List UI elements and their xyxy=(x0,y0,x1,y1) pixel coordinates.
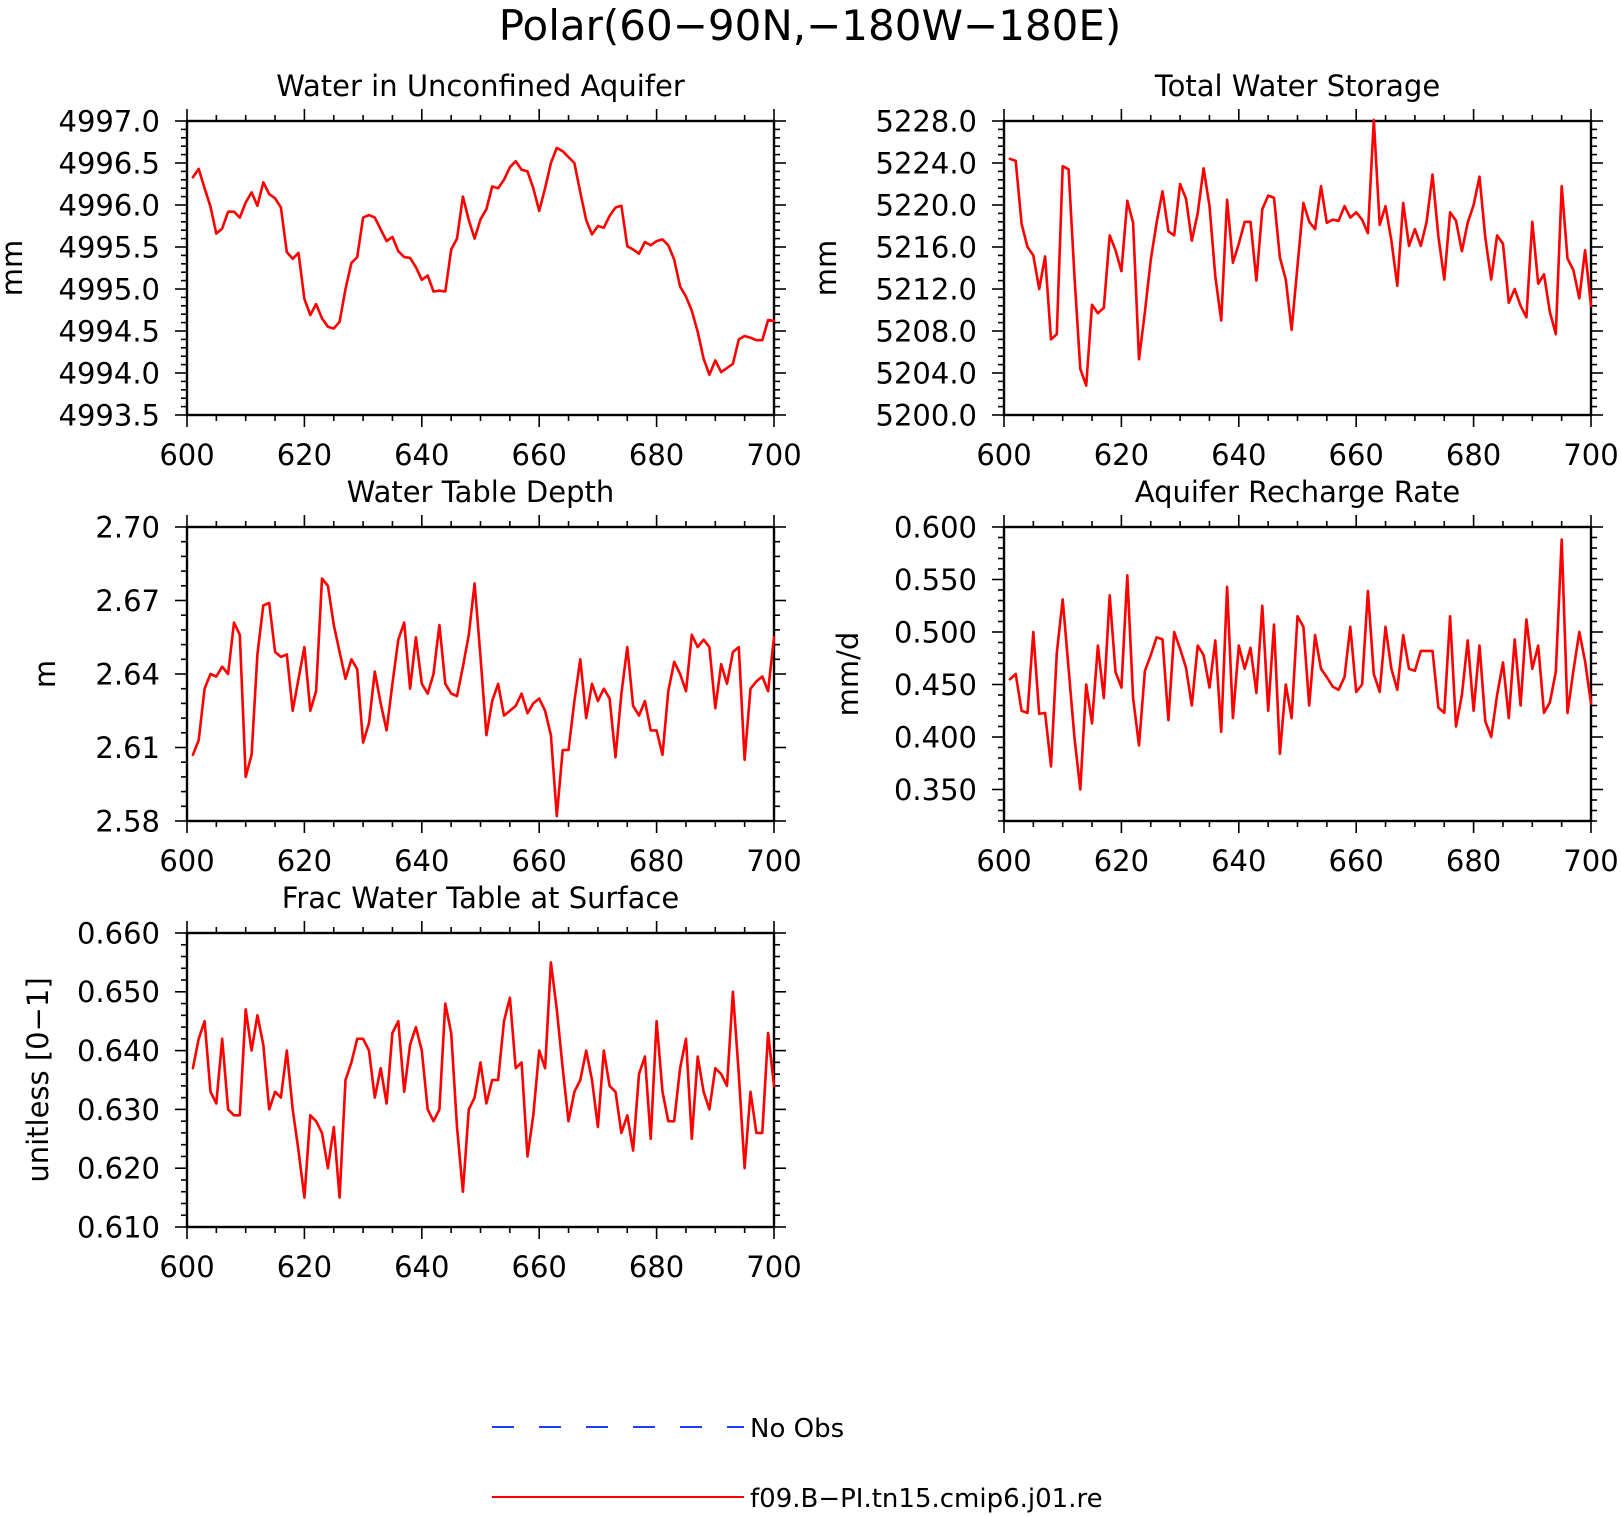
y-tick-label: 2.64 xyxy=(95,657,160,691)
y-tick-label: 5216.0 xyxy=(876,230,977,264)
y-tick-label: 4997.0 xyxy=(59,104,160,138)
y-tick-label: 5220.0 xyxy=(876,188,977,222)
y-tick-label: 0.550 xyxy=(894,563,977,597)
x-tick-label: 640 xyxy=(394,844,449,878)
plot-frame xyxy=(185,119,776,417)
y-tick-label: 0.630 xyxy=(77,1093,160,1127)
x-tick-label: 660 xyxy=(512,1250,567,1284)
panel-title: Water in Unconfined Aquifer xyxy=(276,69,685,103)
x-tick-label: 700 xyxy=(1563,844,1618,878)
y-tick-label: 0.610 xyxy=(77,1210,160,1244)
x-tick-label: 700 xyxy=(746,438,801,472)
x-tick-label: 620 xyxy=(277,1250,332,1284)
x-tick-label: 640 xyxy=(1211,844,1266,878)
series-line-1 xyxy=(1008,538,1593,791)
x-tick-label: 640 xyxy=(394,438,449,472)
y-tick-label: 4995.5 xyxy=(59,230,160,264)
x-tick-label: 700 xyxy=(746,844,801,878)
x-tick-label: 680 xyxy=(1446,438,1501,472)
panel-title: Aquifer Recharge Rate xyxy=(1135,475,1461,509)
x-tick-label: 600 xyxy=(976,844,1031,878)
x-tick-label: 660 xyxy=(1329,438,1384,472)
chart-panel-5: Frac Water Table at Surface unitless [0−1… xyxy=(21,881,802,1284)
y-tick-label: 4996.5 xyxy=(59,146,160,180)
panel-title: Water Table Depth xyxy=(347,475,615,509)
y-tick-label: 0.660 xyxy=(77,916,160,950)
x-tick-label: 680 xyxy=(629,1250,684,1284)
x-tick-label: 700 xyxy=(746,1250,801,1284)
y-tick-label: 0.620 xyxy=(77,1152,160,1186)
x-tick-label: 620 xyxy=(277,438,332,472)
y-tick-label: 5212.0 xyxy=(876,272,977,306)
x-tick-label: 600 xyxy=(159,1250,214,1284)
y-tick-label: 0.400 xyxy=(894,720,977,754)
x-tick-label: 640 xyxy=(394,1250,449,1284)
y-tick-label: 5228.0 xyxy=(876,104,977,138)
x-tick-label: 700 xyxy=(1563,438,1618,472)
x-tick-label: 660 xyxy=(512,438,567,472)
x-tick-label: 680 xyxy=(629,844,684,878)
chart-panel-1: Water in Unconfined Aquifer mm 600 620 640 66… xyxy=(0,69,802,472)
series-line-1 xyxy=(191,961,776,1199)
series-line-1 xyxy=(191,146,776,377)
y-tick-label: 4996.0 xyxy=(59,188,160,222)
x-tick-label: 660 xyxy=(512,844,567,878)
y-tick-label: 5224.0 xyxy=(876,146,977,180)
y-axis-label: mm xyxy=(0,240,29,297)
y-tick-label: 2.67 xyxy=(95,584,160,618)
chart-panel-3: Water Table Depth m 600 620 640 660 680 700 2.58… xyxy=(28,475,802,878)
y-axis-label: m xyxy=(28,660,62,688)
legend-no-obs-label: No Obs xyxy=(750,1414,844,1444)
x-tick-label: 660 xyxy=(1329,844,1384,878)
y-tick-label: 4993.5 xyxy=(59,398,160,432)
y-axis-label: mm/d xyxy=(831,632,865,717)
y-tick-label: 4994.0 xyxy=(59,356,160,390)
chart-panel-2: Total Water Storage mm 600 620 640 660 680 700 5… xyxy=(809,69,1619,472)
y-tick-label: 5204.0 xyxy=(876,356,977,390)
x-tick-label: 600 xyxy=(159,844,214,878)
y-tick-label: 0.650 xyxy=(77,975,160,1009)
y-tick-label: 4994.5 xyxy=(59,314,160,348)
y-tick-label: 0.450 xyxy=(894,668,977,702)
series-line-1 xyxy=(1008,118,1593,387)
chart-panel-4: Aquifer Recharge Rate mm/d 600 620 640 660 680… xyxy=(831,475,1619,878)
y-axis-label: mm xyxy=(809,240,843,297)
legend-model-label: f09.B−PI.tn15.cmip6.j01.re xyxy=(750,1484,1103,1514)
y-tick-label: 2.61 xyxy=(95,731,160,765)
x-tick-label: 680 xyxy=(1446,844,1501,878)
y-axis-label: unitless [0−1] xyxy=(21,977,55,1182)
panel-title: Total Water Storage xyxy=(1154,69,1440,103)
x-tick-label: 620 xyxy=(277,844,332,878)
x-tick-label: 620 xyxy=(1094,438,1149,472)
x-tick-label: 680 xyxy=(629,438,684,472)
y-tick-label: 5200.0 xyxy=(876,398,977,432)
x-tick-label: 600 xyxy=(159,438,214,472)
x-tick-label: 620 xyxy=(1094,844,1149,878)
y-tick-label: 0.350 xyxy=(894,773,977,807)
plot-frame xyxy=(185,931,776,1229)
y-tick-label: 4995.0 xyxy=(59,272,160,306)
x-tick-label: 600 xyxy=(976,438,1031,472)
series-line-1 xyxy=(191,577,776,818)
y-tick-label: 2.58 xyxy=(95,804,160,838)
y-tick-label: 2.70 xyxy=(95,510,160,544)
panel-title: Frac Water Table at Surface xyxy=(282,881,679,915)
y-tick-label: 5208.0 xyxy=(876,314,977,348)
legend: No Obs f09.B−PI.tn15.cmip6.j01.re xyxy=(492,1414,1103,1514)
y-tick-label: 0.640 xyxy=(77,1034,160,1068)
x-tick-label: 640 xyxy=(1211,438,1266,472)
figure-title: Polar(60−90N,−180W−180E) xyxy=(499,1,1122,50)
y-tick-label: 0.600 xyxy=(894,510,977,544)
y-tick-label: 0.500 xyxy=(894,615,977,649)
